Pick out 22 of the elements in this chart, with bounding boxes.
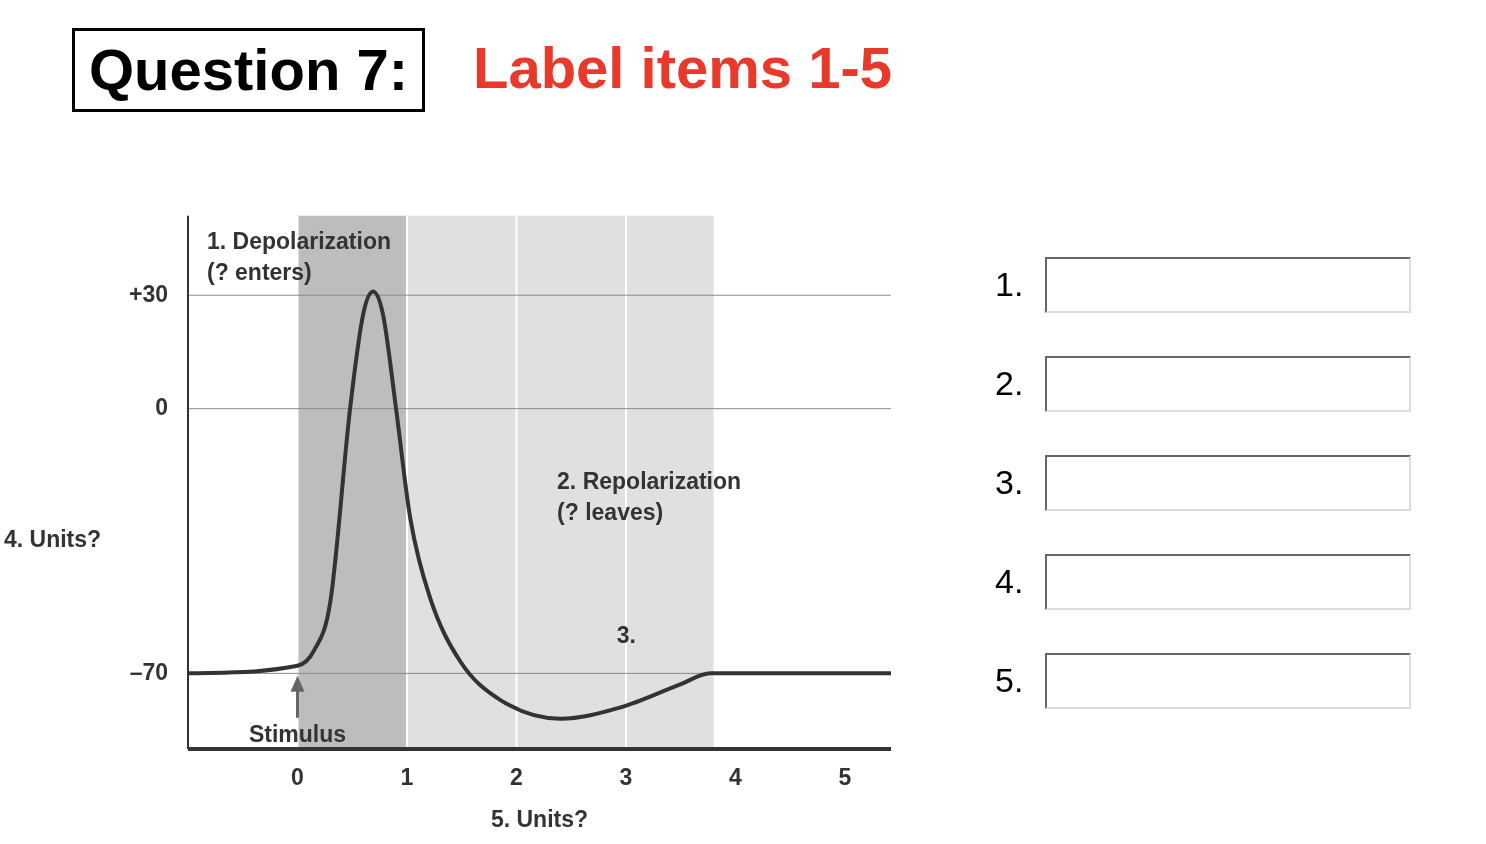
text: 4. <box>995 562 1024 601</box>
y-tick-label: +30 <box>128 280 168 307</box>
annotation: 3. <box>616 622 637 649</box>
x-tick-label: 0 <box>291 764 304 791</box>
annotation: Stimulus <box>248 721 347 748</box>
x-tick-label: 5 <box>838 764 852 791</box>
x-tick-label: 4 <box>729 764 743 791</box>
y-axis-title: 4. Units? <box>4 526 102 553</box>
y-tick-label: 0 <box>155 394 168 420</box>
x-tick-label: 3 <box>619 764 633 791</box>
text: 3. <box>995 463 1024 502</box>
annotation: 2. Repolarization (? leaves) <box>557 467 742 525</box>
x-tick-label: 2 <box>510 764 523 791</box>
x-axis-title: 5. Units? <box>490 806 589 833</box>
y-tick-label: –70 <box>129 658 168 685</box>
x-tick-label: 1 <box>400 764 414 791</box>
text: 2. <box>995 364 1024 403</box>
annotation: 1. Depolarization (? enters) <box>206 227 392 285</box>
chart-subtitle: Label items 1-5 <box>473 34 893 102</box>
text: 1. <box>995 265 1024 304</box>
chart-title: Question 7: <box>72 28 426 112</box>
text: 5. <box>995 661 1024 700</box>
